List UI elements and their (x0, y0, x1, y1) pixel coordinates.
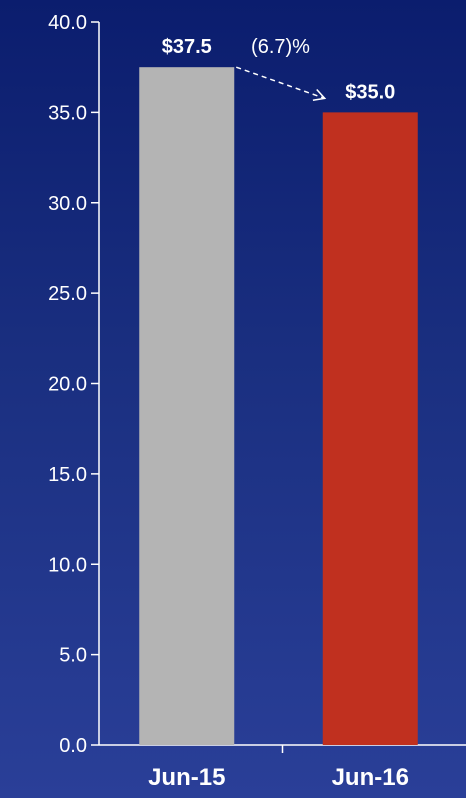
y-tick-label: 40.0 (48, 12, 87, 34)
bar-value-label: $35.0 (345, 81, 395, 103)
change-arrow-head (312, 88, 327, 102)
change-arrow-line (236, 66, 325, 100)
change-annotation: (6.7)% (236, 36, 327, 102)
x-tick-label: Jun-15 (148, 764, 225, 791)
x-axis-labels: Jun-15 Jun-16 (148, 745, 409, 791)
data-labels: $37.5 $35.0 (162, 36, 396, 103)
x-tick-label: Jun-16 (332, 764, 409, 791)
y-tick-label: 10.0 (48, 554, 87, 576)
y-tick-label: 20.0 (48, 374, 87, 396)
y-tick-label: 15.0 (48, 464, 87, 486)
bar-value-label: $37.5 (162, 36, 212, 58)
bar-jun-15 (139, 67, 235, 745)
bars (139, 67, 418, 745)
change-percent-label: (6.7)% (251, 36, 310, 58)
y-tick-label: 5.0 (59, 645, 87, 667)
y-axis-ticks: 0.0 5.0 10.0 15.0 20.0 25.0 30.0 35.0 40.0 (48, 12, 99, 757)
y-tick-label: 0.0 (59, 735, 87, 757)
bar-jun-16 (322, 112, 418, 745)
y-tick-label: 35.0 (48, 102, 87, 124)
y-tick-label: 25.0 (48, 283, 87, 305)
y-tick-label: 30.0 (48, 193, 87, 215)
